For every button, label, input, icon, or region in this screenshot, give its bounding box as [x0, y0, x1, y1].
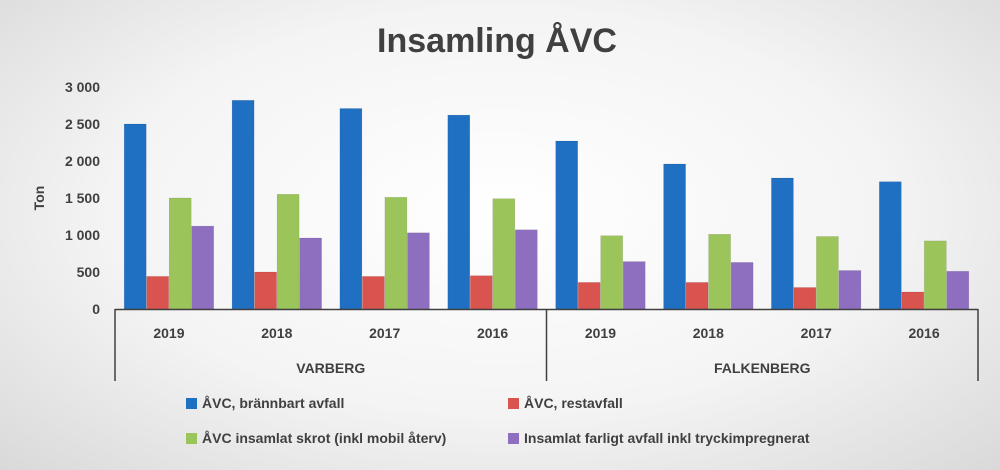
- bar: [708, 234, 731, 310]
- y-axis-title: Ton: [31, 186, 47, 211]
- bar: [879, 181, 902, 310]
- x-group-label: FALKENBERG: [714, 360, 811, 376]
- x-tick-label: 2018: [261, 325, 292, 341]
- bar: [299, 237, 322, 310]
- legend-swatch: [186, 433, 197, 444]
- legend-swatch: [508, 398, 519, 409]
- x-axis: 2019 2018 2017 2016 VARBERG 2019 2018 2017 2016 F…: [114, 308, 979, 381]
- bar: [577, 282, 601, 310]
- bar: [191, 225, 214, 310]
- bar: [339, 108, 363, 310]
- bar: [946, 271, 970, 310]
- bar: [622, 261, 646, 310]
- x-tick-label: 2016: [908, 325, 939, 341]
- bar: [924, 240, 947, 310]
- y-tick-label: 2 000: [65, 153, 100, 169]
- legend-label: ÅVC insamlat skrot (inkl mobil återv): [202, 430, 446, 446]
- x-tick-label: 2017: [801, 325, 832, 341]
- y-tick-label: 1 000: [65, 227, 100, 243]
- bar: [470, 275, 493, 310]
- bar: [515, 229, 538, 310]
- bar: [146, 276, 169, 310]
- bar: [663, 163, 686, 310]
- legend: ÅVC, brännbart avfall ÅVC, restavfall ÅVC …: [186, 395, 810, 446]
- bar: [492, 198, 516, 310]
- legend-label: ÅVC, restavfall: [524, 395, 623, 411]
- x-tick-label: 2019: [585, 325, 616, 341]
- y-tick-label: 500: [77, 264, 101, 280]
- bar: [730, 262, 754, 310]
- bar: [600, 235, 623, 310]
- bar: [168, 197, 192, 310]
- x-tick-label: 2016: [477, 325, 508, 341]
- legend-swatch: [508, 433, 519, 444]
- chart-title: Insamling ÅVC: [377, 22, 617, 60]
- bar: [838, 270, 862, 310]
- bar: [231, 100, 255, 310]
- bar: [793, 287, 817, 310]
- y-axis-ticks: 3 000 2 500 2 000 1 500 1 000 500 0: [65, 79, 100, 317]
- bar: [555, 140, 578, 310]
- y-tick-label: 2 500: [65, 116, 100, 132]
- bar: [901, 291, 925, 310]
- y-tick-label: 3 000: [65, 79, 100, 95]
- x-tick-label: 2018: [693, 325, 724, 341]
- x-group-label: VARBERG: [296, 360, 365, 376]
- x-tick-label: 2017: [369, 325, 400, 341]
- bar: [407, 232, 430, 310]
- legend-label: Insamlat farligt avfall inkl tryckimpreg…: [524, 430, 810, 446]
- bar: [384, 197, 408, 310]
- x-tick-label: 2019: [153, 325, 184, 341]
- legend-label: ÅVC, brännbart avfall: [202, 395, 344, 411]
- bars-layer: [123, 100, 970, 310]
- bar: [254, 271, 277, 310]
- bar: [276, 194, 300, 310]
- bar: [123, 123, 147, 310]
- bar: [771, 177, 794, 310]
- bar: [685, 282, 709, 310]
- legend-swatch: [186, 398, 197, 409]
- bar: [816, 236, 839, 310]
- y-tick-label: 0: [92, 301, 100, 317]
- bar: [447, 114, 471, 310]
- y-tick-label: 1 500: [65, 190, 100, 206]
- bar: [362, 276, 385, 310]
